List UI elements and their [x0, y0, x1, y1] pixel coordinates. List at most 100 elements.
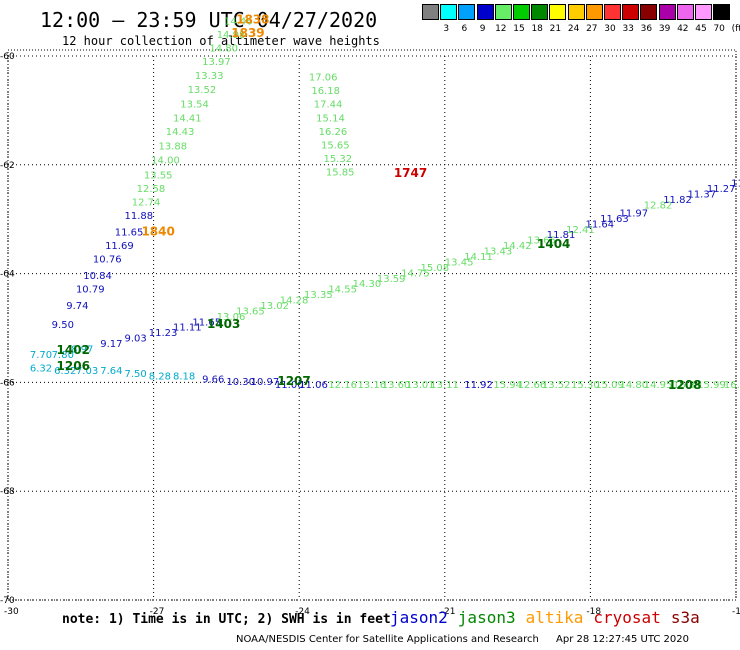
- swh-value-label: 11.00: [275, 380, 304, 391]
- swh-value-label: 13.88: [158, 142, 187, 153]
- swh-value-label: 11.92: [464, 380, 493, 391]
- time-label: 1840: [141, 225, 174, 239]
- scale-label: 36: [640, 24, 653, 34]
- scale-swatch: [695, 4, 712, 20]
- time-label: 1208: [668, 378, 701, 392]
- time-label: 1747: [394, 166, 427, 180]
- credit-text: NOAA/NESDIS Center for Satellite Applica…: [236, 634, 539, 645]
- scale-label: 45: [695, 24, 707, 34]
- scale-label: 30: [604, 24, 616, 34]
- swh-value-label: 7.50: [124, 369, 146, 380]
- scale-label: 21: [549, 24, 562, 34]
- swh-value-label: 10.79: [76, 285, 105, 296]
- lon-tick-label: -27: [150, 607, 165, 617]
- swh-value-label: 14.95: [644, 380, 673, 391]
- swh-value-label: 13.45: [445, 257, 474, 268]
- page-subtitle: 12 hour collection of altimeter wave hei…: [62, 34, 380, 48]
- scale-swatch: [567, 4, 585, 20]
- swh-value-label: 14.00: [151, 156, 180, 167]
- swh-value-label: 7.70: [30, 350, 52, 361]
- lat-tick-label: -62: [0, 161, 15, 171]
- swh-value-label: 10.97: [251, 377, 280, 388]
- scale-label: 27: [586, 24, 598, 34]
- time-label: 1838: [236, 12, 269, 26]
- legend-item-altika: altika: [525, 608, 584, 627]
- swh-value-label: 14.28: [280, 296, 309, 307]
- scale-swatch: [494, 4, 512, 20]
- legend-item-cryosat: cryosat: [593, 608, 661, 627]
- swh-value-label: 11.06: [299, 380, 328, 391]
- scale-label: 33: [622, 24, 634, 34]
- time-label: 1403: [207, 317, 240, 331]
- scale-swatch: [458, 4, 476, 20]
- swh-value-label: 11.27: [707, 184, 736, 195]
- swh-value-label: 11.23: [149, 328, 178, 339]
- swh-value-label: 14.42: [503, 241, 532, 252]
- swh-value-label: 16.84: [673, 380, 702, 391]
- swh-value-label: 11.8: [731, 179, 740, 190]
- swh-value-label: 12.82: [644, 200, 673, 211]
- swh-value-label: 13.16: [357, 380, 386, 391]
- swh-value-label: 15.65: [321, 140, 350, 151]
- scale-swatch: [513, 4, 530, 20]
- swh-value-label: 9.66: [202, 374, 224, 385]
- swh-value-label: 14.30: [353, 279, 382, 290]
- footer-credit: NOAA/NESDIS Center for Satellite Applica…: [236, 634, 689, 645]
- swh-value-label: 9.50: [52, 320, 74, 331]
- lon-tick-label: -30: [4, 607, 19, 617]
- lat-tick-label: -68: [0, 487, 15, 497]
- swh-value-label: 13.01: [406, 380, 435, 391]
- page-title: 12:00 – 23:59 UTC 04/27/2020: [40, 8, 378, 32]
- swh-value-label: 11.65: [115, 228, 144, 239]
- swh-value-label: 14.98: [217, 30, 246, 41]
- scale-unit: (ft): [731, 24, 740, 34]
- swh-value-label: 16.18: [311, 86, 340, 97]
- lon-tick-label: -18: [586, 607, 601, 617]
- swh-value-label: 11.37: [687, 189, 716, 200]
- swh-value-label: 14.55: [328, 285, 357, 296]
- swh-value-label: 11.64: [586, 219, 615, 230]
- scale-label: 18: [531, 24, 543, 34]
- swh-value-label: 14.41: [173, 113, 202, 124]
- swh-value-label: 14.11: [464, 252, 493, 263]
- swh-value-label: 12.16: [328, 380, 357, 391]
- lon-tick-label: -15: [732, 607, 740, 617]
- swh-value-label: 13.52: [542, 380, 571, 391]
- swh-value-label: 16.97: [724, 380, 740, 391]
- scale-swatch: [658, 4, 676, 20]
- swh-value-label: 9.03: [124, 334, 146, 345]
- scale-swatch: [531, 4, 549, 20]
- swh-value-label: 9.17: [100, 339, 122, 350]
- swh-value-label: 11.97: [620, 208, 649, 219]
- swh-value-label: 8.18: [173, 372, 195, 383]
- swh-value-label: 13.59: [377, 274, 406, 285]
- scale-swatch: [476, 4, 494, 20]
- lat-tick-label: -64: [0, 270, 15, 280]
- map-frame: [7, 49, 737, 601]
- swh-value-label: 14.46: [224, 16, 253, 27]
- swh-value-label: 11.65: [192, 317, 221, 328]
- lat-tick-label: -70: [0, 596, 15, 606]
- swh-value-label: 13.43: [484, 247, 513, 258]
- swh-value-label: 15.99: [697, 380, 726, 391]
- scale-label: 24: [567, 24, 580, 34]
- swh-value-label: 15.85: [326, 168, 355, 179]
- swh-value-label: 13.55: [144, 170, 173, 181]
- scale-label: 15: [513, 24, 525, 34]
- scale-label: 42: [677, 24, 689, 34]
- scale-label: 9: [479, 24, 486, 34]
- swh-value-label: 14.75: [401, 268, 430, 279]
- swh-value-label: 7.80: [52, 350, 74, 361]
- swh-value-label: 15.09: [595, 380, 624, 391]
- scale-label: 12: [495, 24, 507, 34]
- scale-swatch: [440, 4, 458, 20]
- swh-value-label: 11.81: [547, 230, 576, 241]
- scale-swatch: [640, 4, 658, 20]
- swh-value-label: 13.65: [527, 236, 556, 247]
- scale-swatch: [549, 4, 567, 20]
- swh-value-label: 12.74: [132, 198, 161, 209]
- swh-value-label: 8.28: [149, 372, 171, 383]
- swh-value-label: 6.32: [30, 364, 52, 375]
- swh-value-label: 14.80: [209, 44, 238, 55]
